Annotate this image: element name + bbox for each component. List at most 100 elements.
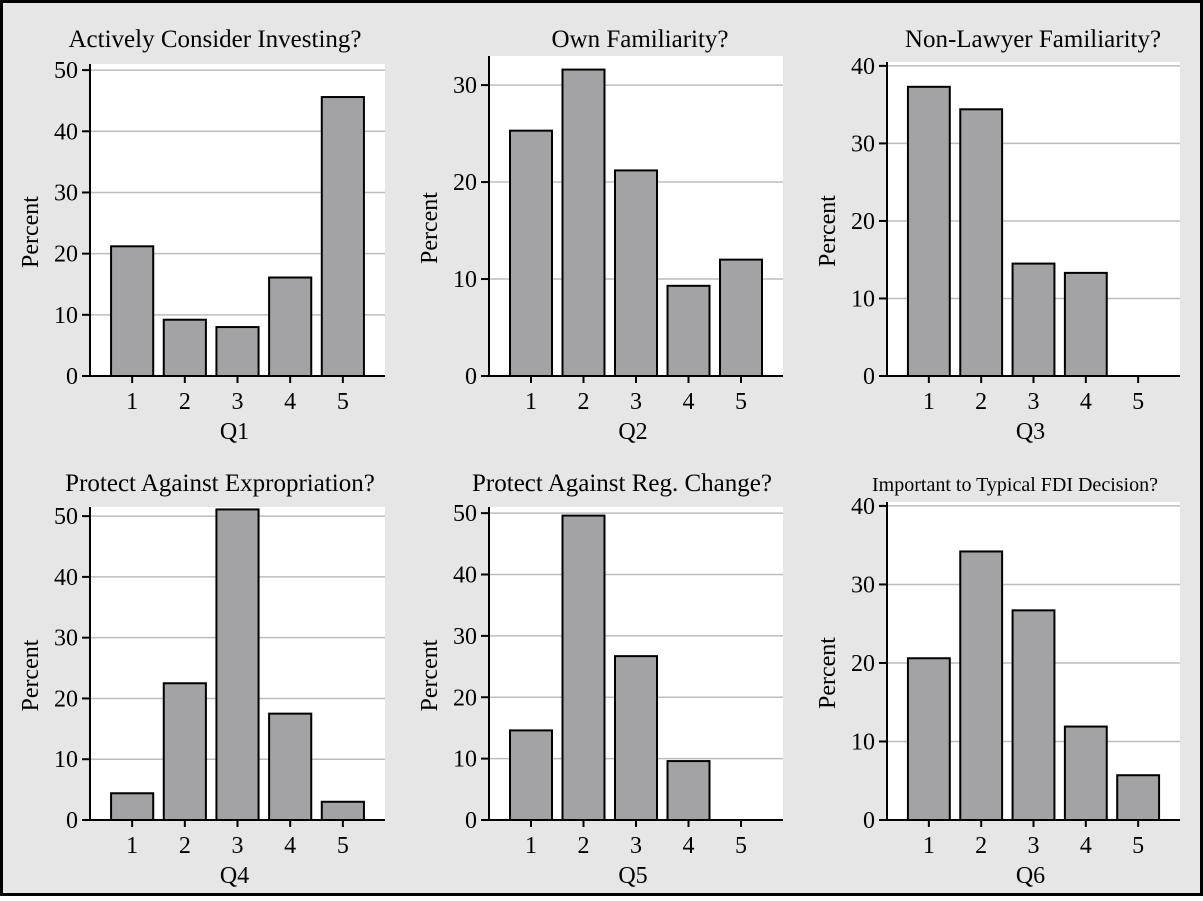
- bar-1: [509, 729, 553, 821]
- bar-3: [614, 169, 658, 377]
- y-tick-label: 10: [54, 303, 78, 329]
- chart-title: Protect Against Reg. Change?: [472, 470, 772, 497]
- bar-3: [614, 655, 658, 822]
- y-tick-label: 20: [54, 686, 78, 712]
- bar-2: [162, 682, 207, 822]
- y-tick-label: 0: [863, 808, 875, 834]
- y-tick-label: 10: [851, 729, 875, 755]
- chart-title: Non-Lawyer Familiarity?: [905, 26, 1161, 53]
- x-tick-label: 5: [735, 389, 747, 415]
- y-tick-label: 10: [54, 747, 78, 773]
- bar-4: [1063, 271, 1108, 377]
- x-tick-label: 1: [923, 389, 935, 415]
- x-tick-label: 3: [232, 833, 244, 859]
- bar-2: [162, 318, 207, 378]
- y-tick-label: 10: [453, 267, 477, 293]
- x-tick-label: 3: [1028, 833, 1040, 859]
- y-tick-label: 40: [851, 494, 875, 520]
- bar-1: [906, 85, 951, 377]
- x-tick-label: 2: [578, 833, 590, 859]
- y-tick-label: 20: [453, 685, 477, 711]
- bar-2: [959, 550, 1004, 821]
- chart-title: Own Familiarity?: [551, 26, 728, 53]
- y-tick-label: 0: [66, 808, 78, 834]
- y-tick-label: 50: [54, 504, 78, 530]
- bar-2: [959, 108, 1004, 378]
- x-tick-label: 1: [126, 833, 138, 859]
- bar-4: [666, 760, 711, 821]
- bar-1: [906, 657, 951, 821]
- y-tick-label: 0: [863, 364, 875, 390]
- x-tick-label: 5: [735, 833, 747, 859]
- bar-1: [110, 792, 155, 821]
- y-tick-label: 30: [453, 624, 477, 650]
- x-tick-label: 3: [232, 389, 244, 415]
- x-axis-label: Q4: [220, 863, 249, 889]
- y-tick-label: 30: [54, 626, 78, 652]
- y-tick-label: 20: [851, 209, 875, 235]
- bar-4: [666, 284, 711, 377]
- chart-title: Important to Typical FDI Decision?: [872, 474, 1158, 496]
- x-axis-label: Q3: [1016, 419, 1045, 445]
- y-tick-label: 10: [851, 286, 875, 312]
- y-tick-label: 0: [465, 364, 477, 390]
- x-tick-label: 5: [1132, 389, 1144, 415]
- y-axis-label: Percent: [18, 196, 44, 268]
- y-tick-label: 40: [54, 119, 78, 145]
- y-axis-label: Percent: [417, 639, 443, 711]
- x-tick-label: 1: [525, 389, 537, 415]
- y-tick-label: 40: [851, 54, 875, 80]
- y-tick-label: 0: [66, 364, 78, 390]
- x-tick-label: 5: [337, 833, 349, 859]
- bar-3: [1011, 609, 1056, 821]
- bar-3: [1011, 262, 1056, 378]
- y-tick-label: 40: [453, 563, 477, 589]
- y-tick-label: 50: [453, 501, 477, 527]
- x-tick-label: 4: [683, 833, 695, 859]
- x-tick-label: 1: [923, 833, 935, 859]
- bar-4: [268, 712, 313, 821]
- y-tick-label: 0: [465, 808, 477, 834]
- y-axis-label: Percent: [18, 639, 44, 711]
- x-tick-label: 1: [126, 389, 138, 415]
- y-tick-label: 30: [851, 131, 875, 157]
- bar-3: [215, 508, 260, 821]
- chart-title: Actively Consider Investing?: [69, 26, 362, 53]
- bar-5: [320, 96, 365, 377]
- bar-2: [561, 514, 606, 821]
- x-tick-label: 3: [630, 389, 642, 415]
- y-axis-label: Percent: [815, 637, 841, 709]
- x-axis-label: Q1: [220, 419, 249, 445]
- chart-title: Protect Against Expropriation?: [65, 470, 375, 497]
- x-tick-label: 1: [525, 833, 537, 859]
- x-axis-label: Q2: [618, 419, 647, 445]
- y-tick-label: 20: [851, 651, 875, 677]
- y-tick-label: 30: [54, 180, 78, 206]
- bar-5: [719, 258, 763, 377]
- x-tick-label: 5: [1132, 833, 1144, 859]
- x-tick-label: 4: [284, 833, 296, 859]
- y-tick-label: 20: [54, 242, 78, 268]
- x-tick-label: 4: [683, 389, 695, 415]
- y-tick-label: 20: [453, 170, 477, 196]
- x-tick-label: 4: [284, 389, 296, 415]
- y-tick-label: 30: [851, 572, 875, 598]
- x-tick-label: 2: [975, 389, 987, 415]
- x-tick-label: 3: [1028, 389, 1040, 415]
- bar-4: [268, 276, 313, 378]
- bar-2: [561, 68, 606, 378]
- bar-5: [1116, 774, 1161, 821]
- x-tick-label: 2: [578, 389, 590, 415]
- y-tick-label: 10: [453, 747, 477, 773]
- x-tick-label: 2: [975, 833, 987, 859]
- y-tick-label: 50: [54, 58, 78, 84]
- y-axis-label: Percent: [417, 192, 443, 264]
- y-tick-label: 30: [453, 73, 477, 99]
- y-axis-label: Percent: [815, 195, 841, 267]
